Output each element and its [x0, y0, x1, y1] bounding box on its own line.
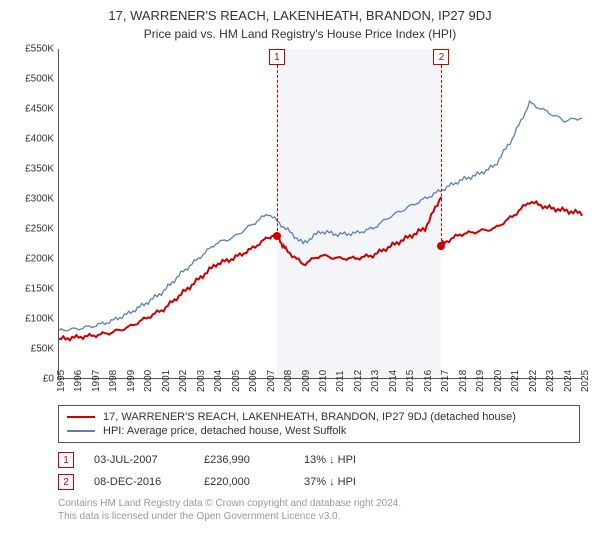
series-property	[59, 235, 277, 340]
chart-subtitle: Price paid vs. HM Land Registry's House …	[10, 27, 590, 41]
y-tick: £400K	[10, 134, 54, 145]
x-tick: 1999	[126, 370, 137, 392]
series-property	[277, 197, 442, 265]
x-tick: 2000	[143, 370, 154, 392]
x-tick: 2017	[440, 370, 451, 392]
x-tick: 2022	[528, 370, 539, 392]
x-tick: 2008	[283, 370, 294, 392]
legend-row-hpi: HPI: Average price, detached house, West…	[67, 424, 571, 438]
y-tick: £250K	[10, 224, 54, 235]
y-tick: £350K	[10, 164, 54, 175]
x-tick: 2013	[370, 370, 381, 392]
y-tick: £300K	[10, 194, 54, 205]
y-tick: £500K	[10, 74, 54, 85]
legend-label-hpi: HPI: Average price, detached house, West…	[103, 425, 346, 437]
series-property	[441, 201, 582, 246]
event-dot-1	[273, 232, 281, 240]
legend-swatch-property	[67, 416, 95, 418]
x-tick: 2025	[580, 370, 591, 392]
x-tick: 1997	[91, 370, 102, 392]
x-tick: 2007	[266, 370, 277, 392]
x-tick: 1995	[56, 370, 67, 392]
legend-row-property: 17, WARRENER'S REACH, LAKENHEATH, BRANDO…	[67, 410, 571, 424]
event-line-1	[277, 65, 278, 236]
event-marker-1: 1	[269, 49, 285, 65]
x-tick: 2019	[475, 370, 486, 392]
series-hpi	[59, 101, 582, 331]
event-row-2: 2 08-DEC-2016 £220,000 37% ↓ HPI	[58, 471, 580, 493]
footer-line-2: This data is licensed under the Open Gov…	[58, 510, 580, 523]
x-tick: 2004	[213, 370, 224, 392]
y-tick: £200K	[10, 254, 54, 265]
x-tick: 2005	[231, 370, 242, 392]
x-tick: 2001	[161, 370, 172, 392]
plot-region: 12	[58, 49, 582, 379]
legend: 17, WARRENER'S REACH, LAKENHEATH, BRANDO…	[58, 405, 580, 443]
event-date-1: 03-JUL-2007	[94, 454, 184, 466]
x-tick: 2006	[248, 370, 259, 392]
footer-line-1: Contains HM Land Registry data © Crown c…	[58, 497, 580, 510]
event-line-2	[441, 65, 442, 246]
x-tick: 2023	[545, 370, 556, 392]
chart-container: 17, WARRENER'S REACH, LAKENHEATH, BRANDO…	[0, 0, 600, 560]
x-tick: 1996	[73, 370, 84, 392]
events-table: 1 03-JUL-2007 £236,990 13% ↓ HPI 2 08-DE…	[58, 449, 580, 493]
x-tick: 2024	[563, 370, 574, 392]
x-tick: 2018	[458, 370, 469, 392]
legend-swatch-hpi	[67, 430, 95, 431]
x-tick: 2015	[405, 370, 416, 392]
event-row-1: 1 03-JUL-2007 £236,990 13% ↓ HPI	[58, 449, 580, 471]
footer: Contains HM Land Registry data © Crown c…	[58, 497, 580, 523]
event-price-1: £236,990	[204, 454, 284, 466]
x-tick: 2010	[318, 370, 329, 392]
event-marker-2: 2	[433, 49, 449, 65]
x-tick: 2009	[301, 370, 312, 392]
chart-title: 17, WARRENER'S REACH, LAKENHEATH, BRANDO…	[10, 8, 590, 23]
y-tick: £0	[10, 374, 54, 385]
event-delta-1: 13% ↓ HPI	[304, 454, 356, 466]
x-tick: 1998	[108, 370, 119, 392]
x-tick: 2011	[335, 370, 346, 392]
y-tick: £550K	[10, 44, 54, 55]
x-tick: 2002	[178, 370, 189, 392]
y-tick: £50K	[10, 344, 54, 355]
y-tick: £100K	[10, 314, 54, 325]
event-delta-2: 37% ↓ HPI	[304, 476, 356, 488]
plot-svg	[59, 49, 582, 378]
legend-label-property: 17, WARRENER'S REACH, LAKENHEATH, BRANDO…	[103, 411, 516, 423]
chart-area: 12 £0£50K£100K£150K£200K£250K£300K£350K£…	[10, 49, 590, 399]
x-tick: 2014	[388, 370, 399, 392]
event-price-2: £220,000	[204, 476, 284, 488]
event-dot-2	[437, 242, 445, 250]
event-badge-2: 2	[58, 474, 74, 490]
event-badge-1: 1	[58, 452, 74, 468]
y-tick: £450K	[10, 104, 54, 115]
event-date-2: 08-DEC-2016	[94, 476, 184, 488]
x-tick: 2016	[423, 370, 434, 392]
x-tick: 2003	[196, 370, 207, 392]
y-tick: £150K	[10, 284, 54, 295]
x-tick: 2021	[510, 370, 521, 392]
x-tick: 2012	[353, 370, 364, 392]
x-tick: 2020	[493, 370, 504, 392]
